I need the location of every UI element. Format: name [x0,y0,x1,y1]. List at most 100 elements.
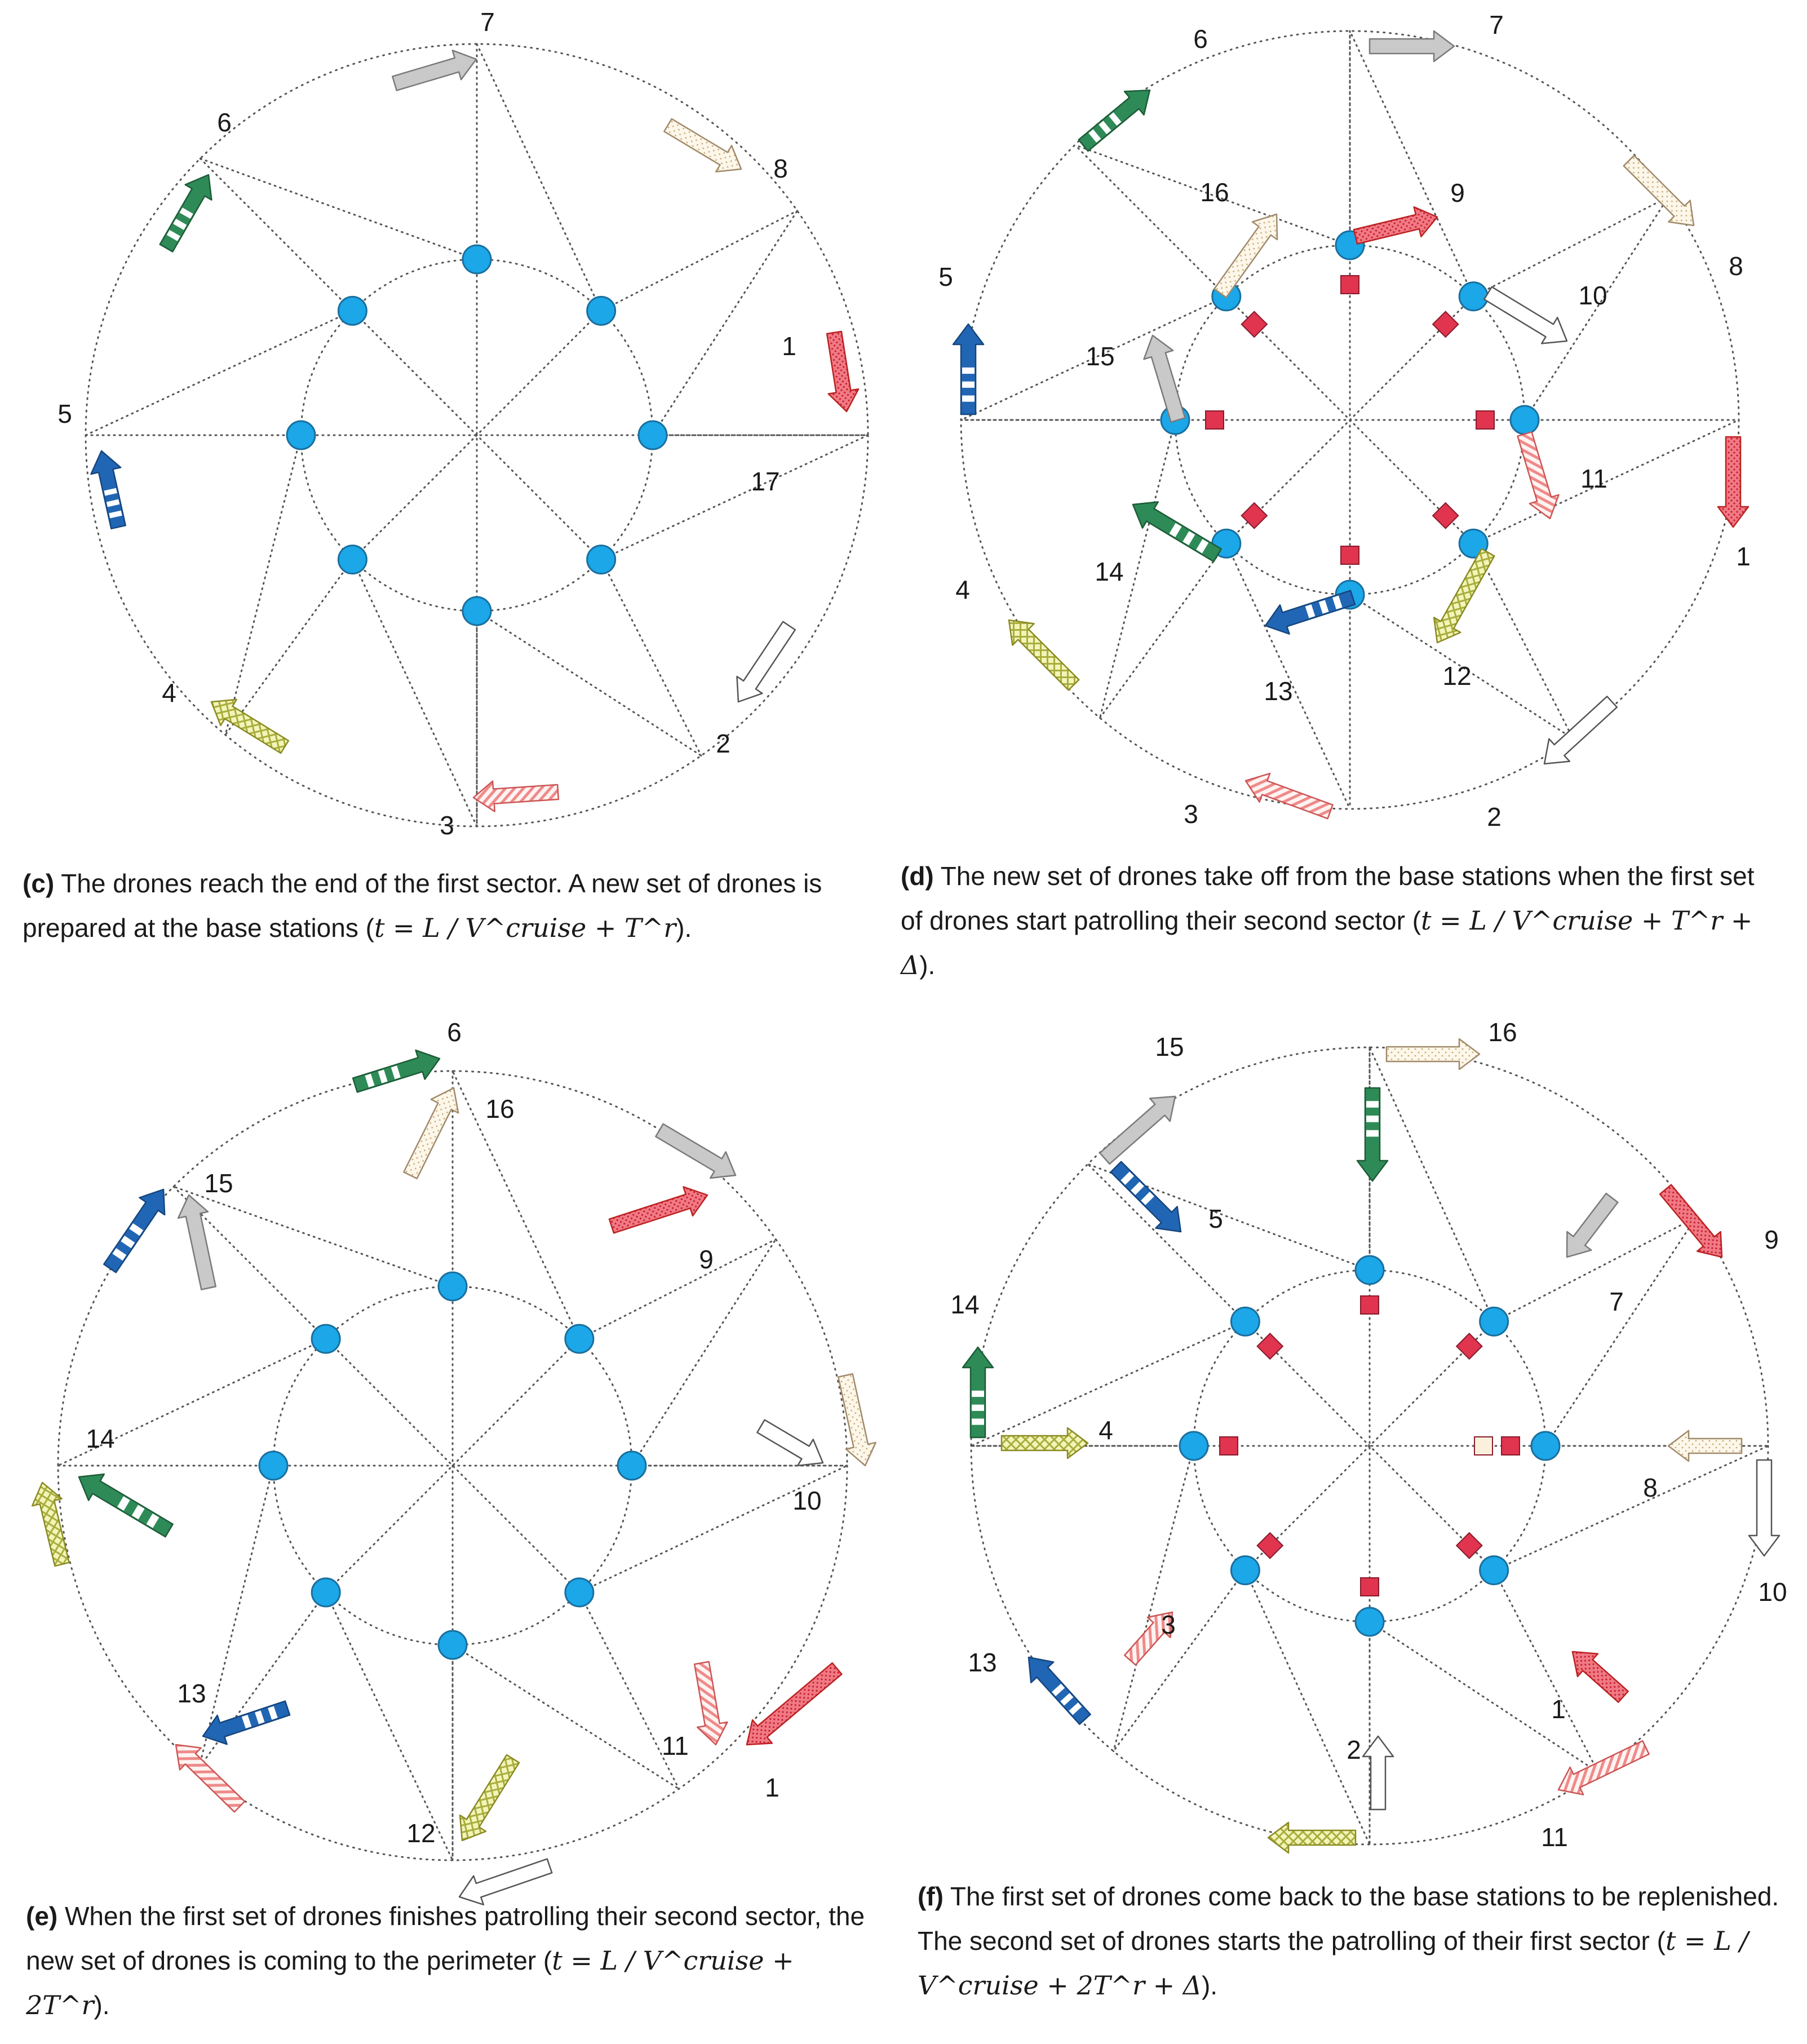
caption-c-close: ). [676,913,692,943]
e-drone-arrow [352,1049,441,1093]
e-drone-arrow [608,1186,708,1234]
caption-c-label: (c) [23,869,55,898]
f-drone-label: 9 [1764,1225,1779,1254]
f-resting-drone [1360,1577,1379,1596]
f-drone-arrow [1027,1656,1091,1725]
d-drone-arrow [1517,431,1560,520]
d-drone-arrow [1353,206,1438,245]
e-drone-arrow [693,1661,728,1746]
f-resting-drones [1219,1295,1520,1596]
c-base-station [586,545,617,575]
caption-f-close: ). [1201,1971,1218,2001]
e-drone-arrow [177,1194,216,1290]
c-drone-label: 8 [773,154,788,183]
caption-d-close: ). [919,950,936,980]
d-base-station [1458,281,1489,312]
e-drone-label: 14 [86,1424,114,1453]
f-drone-label: 11 [1541,1822,1568,1852]
d-drone-label: 13 [1264,676,1292,706]
d-base-station [1509,405,1540,435]
d-resting-drone [1241,502,1268,529]
e-base-station [258,1450,289,1481]
e-drone-label: 12 [406,1819,435,1848]
d-drone-arrow [1244,772,1334,820]
d-drone-label: 7 [1489,10,1504,39]
c-drone-label: 1 [782,331,796,361]
e-drone-arrow [459,1754,520,1842]
panel-c-diagram: 1 2 3 4 5 6 7 8 17 [57,7,869,840]
e-drone-label: 9 [699,1245,714,1274]
d-resting-drone [1340,275,1359,294]
d-drone-arrow [1132,501,1222,563]
f-drone-label: 14 [950,1290,979,1319]
d-drone-arrow [1433,548,1495,644]
d-drone-label: 8 [1729,251,1743,281]
f-base-station [1479,1306,1509,1337]
d-drone-arrow [1483,286,1568,344]
e-base-station [617,1450,647,1481]
f-drone-label: 7 [1609,1287,1624,1316]
e-drone-label: 11 [662,1731,689,1760]
c-drone-label: 17 [751,467,780,496]
c-drone-labels: 1 2 3 4 5 6 7 8 17 [57,7,796,840]
f-base-station [1530,1431,1561,1461]
c-base-station [462,244,492,275]
caption-f: (f) The first set of drones come back to… [918,1874,1797,2008]
e-drone-label: 10 [792,1486,821,1515]
e-base-station [311,1577,341,1608]
d-drone-arrow [1078,89,1151,152]
f-drone-arrow [1748,1459,1781,1557]
d-drone-arrow [1008,619,1080,691]
e-base-station [437,1630,468,1660]
d-drone-label: 1 [1736,542,1751,571]
f-base-station [1354,1255,1385,1285]
f-drone-label: 10 [1758,1577,1787,1607]
f-base-stations [1179,1255,1561,1637]
f-drone-labels: 1 2 3 4 5 7 8 9 10 11 13 14 15 16 [950,1017,1787,1852]
d-sector-lines [960,30,1740,810]
f-drone-arrow [1557,1740,1650,1795]
d-drone-arrow [1264,590,1356,635]
c-sector-lines [85,43,869,828]
d-drone-arrow [1368,30,1455,63]
d-drone-label: 4 [955,575,970,604]
d-drone-label: 16 [1200,178,1229,207]
c-base-stations [286,244,668,626]
c-base-station [286,420,316,450]
f-drone-label: 1 [1551,1695,1566,1724]
c-base-station [586,295,617,326]
f-spokes [970,1046,1769,1846]
f-drone-arrow [1659,1184,1723,1258]
caption-d-text: The new set of drones take off from the … [901,861,1755,936]
e-base-stations [258,1271,647,1660]
e-drone-label: 1 [765,1773,780,1802]
c-drone-arrow [159,174,212,253]
d-resting-drone [1241,311,1268,338]
f-drone-arrow [1124,1611,1173,1666]
panel-f-diagram: 1 2 3 4 5 7 8 9 10 11 13 14 15 16 [950,1017,1787,1854]
f-base-station [1230,1555,1260,1586]
d-drone-arrow [1213,213,1278,298]
f-base-station [1179,1431,1209,1461]
c-base-station [337,545,367,575]
f-resting-drone [1455,1532,1483,1559]
f-resting-drone [1360,1295,1379,1315]
d-drone-label: 3 [1184,799,1198,829]
f-drone-arrow [1099,1095,1176,1165]
c-drone-label: 5 [57,399,72,428]
f-drone-arrow [1385,1038,1481,1070]
c-drone-label: 7 [480,7,495,37]
f-drone-label: 2 [1347,1735,1361,1764]
e-base-station [564,1577,595,1608]
d-resting-drone [1205,410,1224,430]
d-resting-drone [1476,410,1495,430]
caption-e-formula: t = L / V^cruise + 2T^r [26,1945,794,2021]
e-sector-lines [57,1070,848,1861]
d-drone-arrow [1717,436,1750,528]
c-drone-arrow [90,450,126,530]
f-drone-arrow [1362,1735,1394,1811]
d-resting-drone [1340,546,1359,565]
d-drone-arrow [952,323,985,415]
